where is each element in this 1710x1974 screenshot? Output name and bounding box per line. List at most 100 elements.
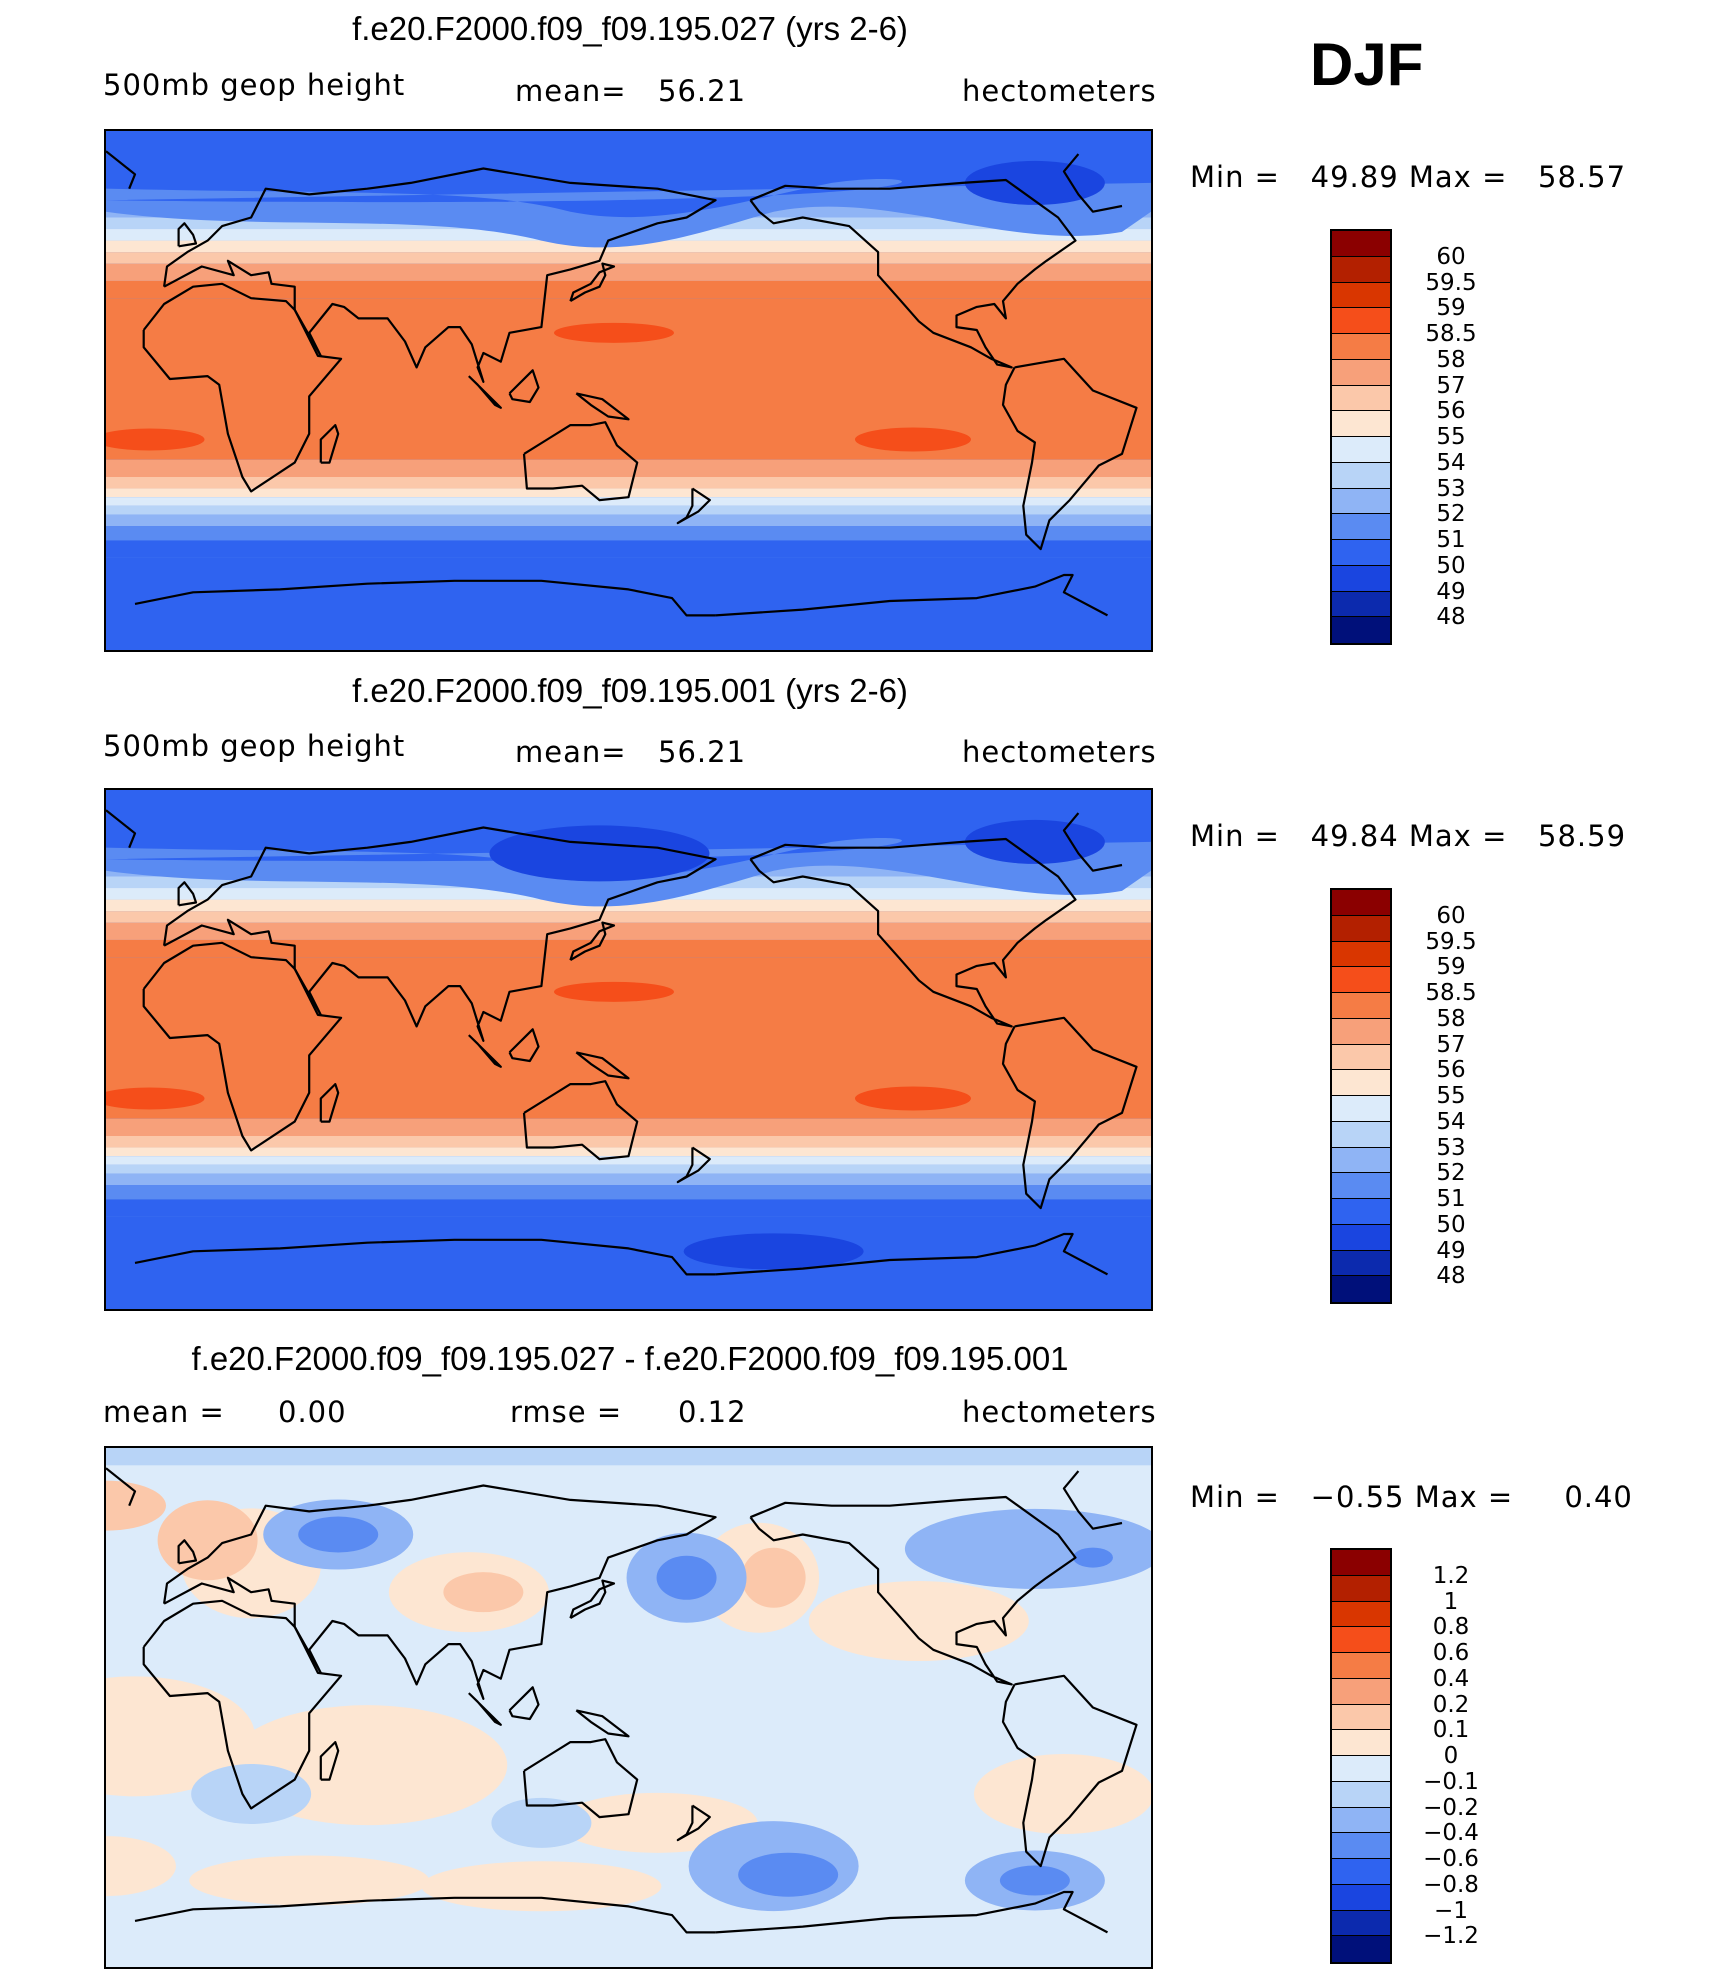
- panel-2-variable: 500mb geop height: [103, 729, 406, 763]
- panel-3-map: [104, 1446, 1153, 1969]
- colorbar-swatch: [1332, 359, 1390, 386]
- coastline: [134, 1238, 716, 1276]
- panel-3-title: f.e20.F2000.f09_f09.195.027 - f.e20.F200…: [191, 1340, 1069, 1377]
- colorbar-swatch: [1332, 1936, 1390, 1962]
- panel-2-mean-value: 56.21: [658, 735, 747, 769]
- colorbar-label: 52: [1436, 501, 1466, 528]
- colorbar-label: 58.5: [1425, 980, 1477, 1006]
- panel-1-mean-label: mean=: [515, 74, 627, 108]
- colorbar-swatch: [1332, 1096, 1390, 1122]
- coastline: [569, 921, 616, 962]
- panel-2-title: f.e20.F2000.f09_f09.195.001 (yrs 2-6): [352, 672, 908, 709]
- colorbar-label: 55: [1436, 1083, 1466, 1109]
- colorbar-swatch: [1332, 462, 1390, 489]
- colorbar-label: 53: [1436, 1134, 1466, 1161]
- colorbar-label: 59.5: [1425, 269, 1477, 296]
- coastline: [575, 392, 630, 421]
- colorbar-label: 53: [1436, 475, 1466, 502]
- colorbar-label: 60: [1436, 902, 1466, 929]
- coastline: [1001, 1674, 1138, 1868]
- colorbar-label: 58: [1436, 346, 1466, 373]
- colorbar-label: 56: [1436, 398, 1466, 425]
- colorbar-swatch: [1332, 565, 1390, 592]
- panel-1-min-value: 49.89: [1310, 160, 1399, 194]
- colorbar-swatch: [1332, 385, 1390, 412]
- coastline: [1062, 1470, 1123, 1530]
- colorbar-swatch: [1332, 231, 1390, 257]
- coastline: [106, 150, 137, 190]
- colorbar-label: 0.4: [1432, 1665, 1470, 1692]
- panel-2-map: [104, 788, 1153, 1311]
- colorbar-swatch: [1332, 1756, 1390, 1782]
- colorbar-swatch: [1332, 1276, 1390, 1302]
- panel-3-min-value: −0.55: [1310, 1480, 1405, 1514]
- colorbar-swatch: [1332, 1147, 1390, 1174]
- panel-1-max-value: 58.57: [1538, 160, 1627, 194]
- coastline: [177, 881, 198, 907]
- colorbar-swatch: [1332, 437, 1390, 463]
- panel-2-min-label: Min =: [1190, 819, 1280, 853]
- colorbar-swatch: [1332, 488, 1390, 515]
- coastline: [319, 1083, 340, 1123]
- panel-3-max-label: Max =: [1414, 1480, 1514, 1514]
- colorbar-swatch: [1332, 282, 1390, 309]
- colorbar-label: 48: [1436, 1263, 1466, 1290]
- colorbar-swatch: [1332, 1653, 1390, 1679]
- panel-3-units: hectometers: [962, 1395, 1157, 1429]
- colorbar-label: 0: [1443, 1743, 1459, 1769]
- colorbar-label: −1: [1434, 1897, 1468, 1924]
- coastline: [177, 1539, 198, 1565]
- coastline: [142, 1599, 343, 1810]
- colorbar-label: 49: [1436, 578, 1466, 605]
- coastline: [749, 1495, 1077, 1686]
- colorbar-swatch: [1332, 1044, 1390, 1071]
- colorbar-label: 0.6: [1432, 1640, 1470, 1666]
- panel-1-max-label: Max =: [1408, 160, 1508, 194]
- coastline: [1001, 357, 1138, 551]
- colorbar-swatch: [1332, 1704, 1390, 1731]
- panel-1-title: f.e20.F2000.f09_f09.195.027 (yrs 2-6): [352, 10, 908, 47]
- colorbar-label: 1: [1443, 1588, 1459, 1615]
- colorbar-swatch: [1332, 915, 1390, 942]
- colorbar-swatch: [1332, 1250, 1390, 1277]
- coastline: [575, 1709, 630, 1738]
- coastline: [1062, 812, 1123, 872]
- colorbar-swatch: [1332, 1575, 1390, 1602]
- colorbar-label: 50: [1436, 1211, 1466, 1238]
- coastline: [1062, 153, 1123, 213]
- colorbar-swatch: [1332, 617, 1390, 643]
- coastline: [142, 282, 343, 493]
- panel-3-rmse-label: rmse =: [510, 1395, 623, 1429]
- coastline: [163, 167, 717, 383]
- coastline: [715, 573, 1109, 617]
- colorbar-label: 1.2: [1432, 1562, 1470, 1589]
- coastline: [676, 1804, 711, 1842]
- colorbar-swatch: [1332, 1018, 1390, 1045]
- panel-1-min-label: Min =: [1190, 160, 1280, 194]
- colorbar-label: 52: [1436, 1160, 1466, 1187]
- panel-3-colorbar: [1330, 1548, 1392, 1964]
- colorbar-label: 0.2: [1432, 1691, 1470, 1718]
- panel-3-mean-value: 0.00: [278, 1395, 347, 1429]
- colorbar-label: 51: [1436, 1186, 1466, 1212]
- colorbar-swatch: [1332, 1199, 1390, 1225]
- panel-2-minmax: Min = 49.84 Max = 58.59: [1190, 819, 1626, 853]
- colorbar-swatch: [1332, 256, 1390, 283]
- colorbar-swatch: [1332, 1730, 1390, 1756]
- coastline: [163, 826, 717, 1042]
- panel-3-mean-label: mean =: [103, 1395, 225, 1429]
- colorbar-swatch: [1332, 967, 1390, 993]
- panel-1-units: hectometers: [962, 74, 1157, 108]
- panel-2-max-label: Max =: [1408, 819, 1508, 853]
- colorbar-label: −0.6: [1423, 1846, 1479, 1872]
- coastline: [522, 1738, 639, 1819]
- panel-1-variable: 500mb geop height: [103, 68, 406, 102]
- coastline: [319, 1741, 340, 1781]
- coastline: [106, 1467, 137, 1507]
- colorbar-swatch: [1332, 1781, 1390, 1808]
- colorbar-swatch: [1332, 1627, 1390, 1653]
- colorbar-label: 0.1: [1432, 1717, 1470, 1744]
- colorbar-swatch: [1332, 1121, 1390, 1148]
- colorbar-swatch: [1332, 1601, 1390, 1628]
- colorbar-label: −0.2: [1423, 1794, 1479, 1821]
